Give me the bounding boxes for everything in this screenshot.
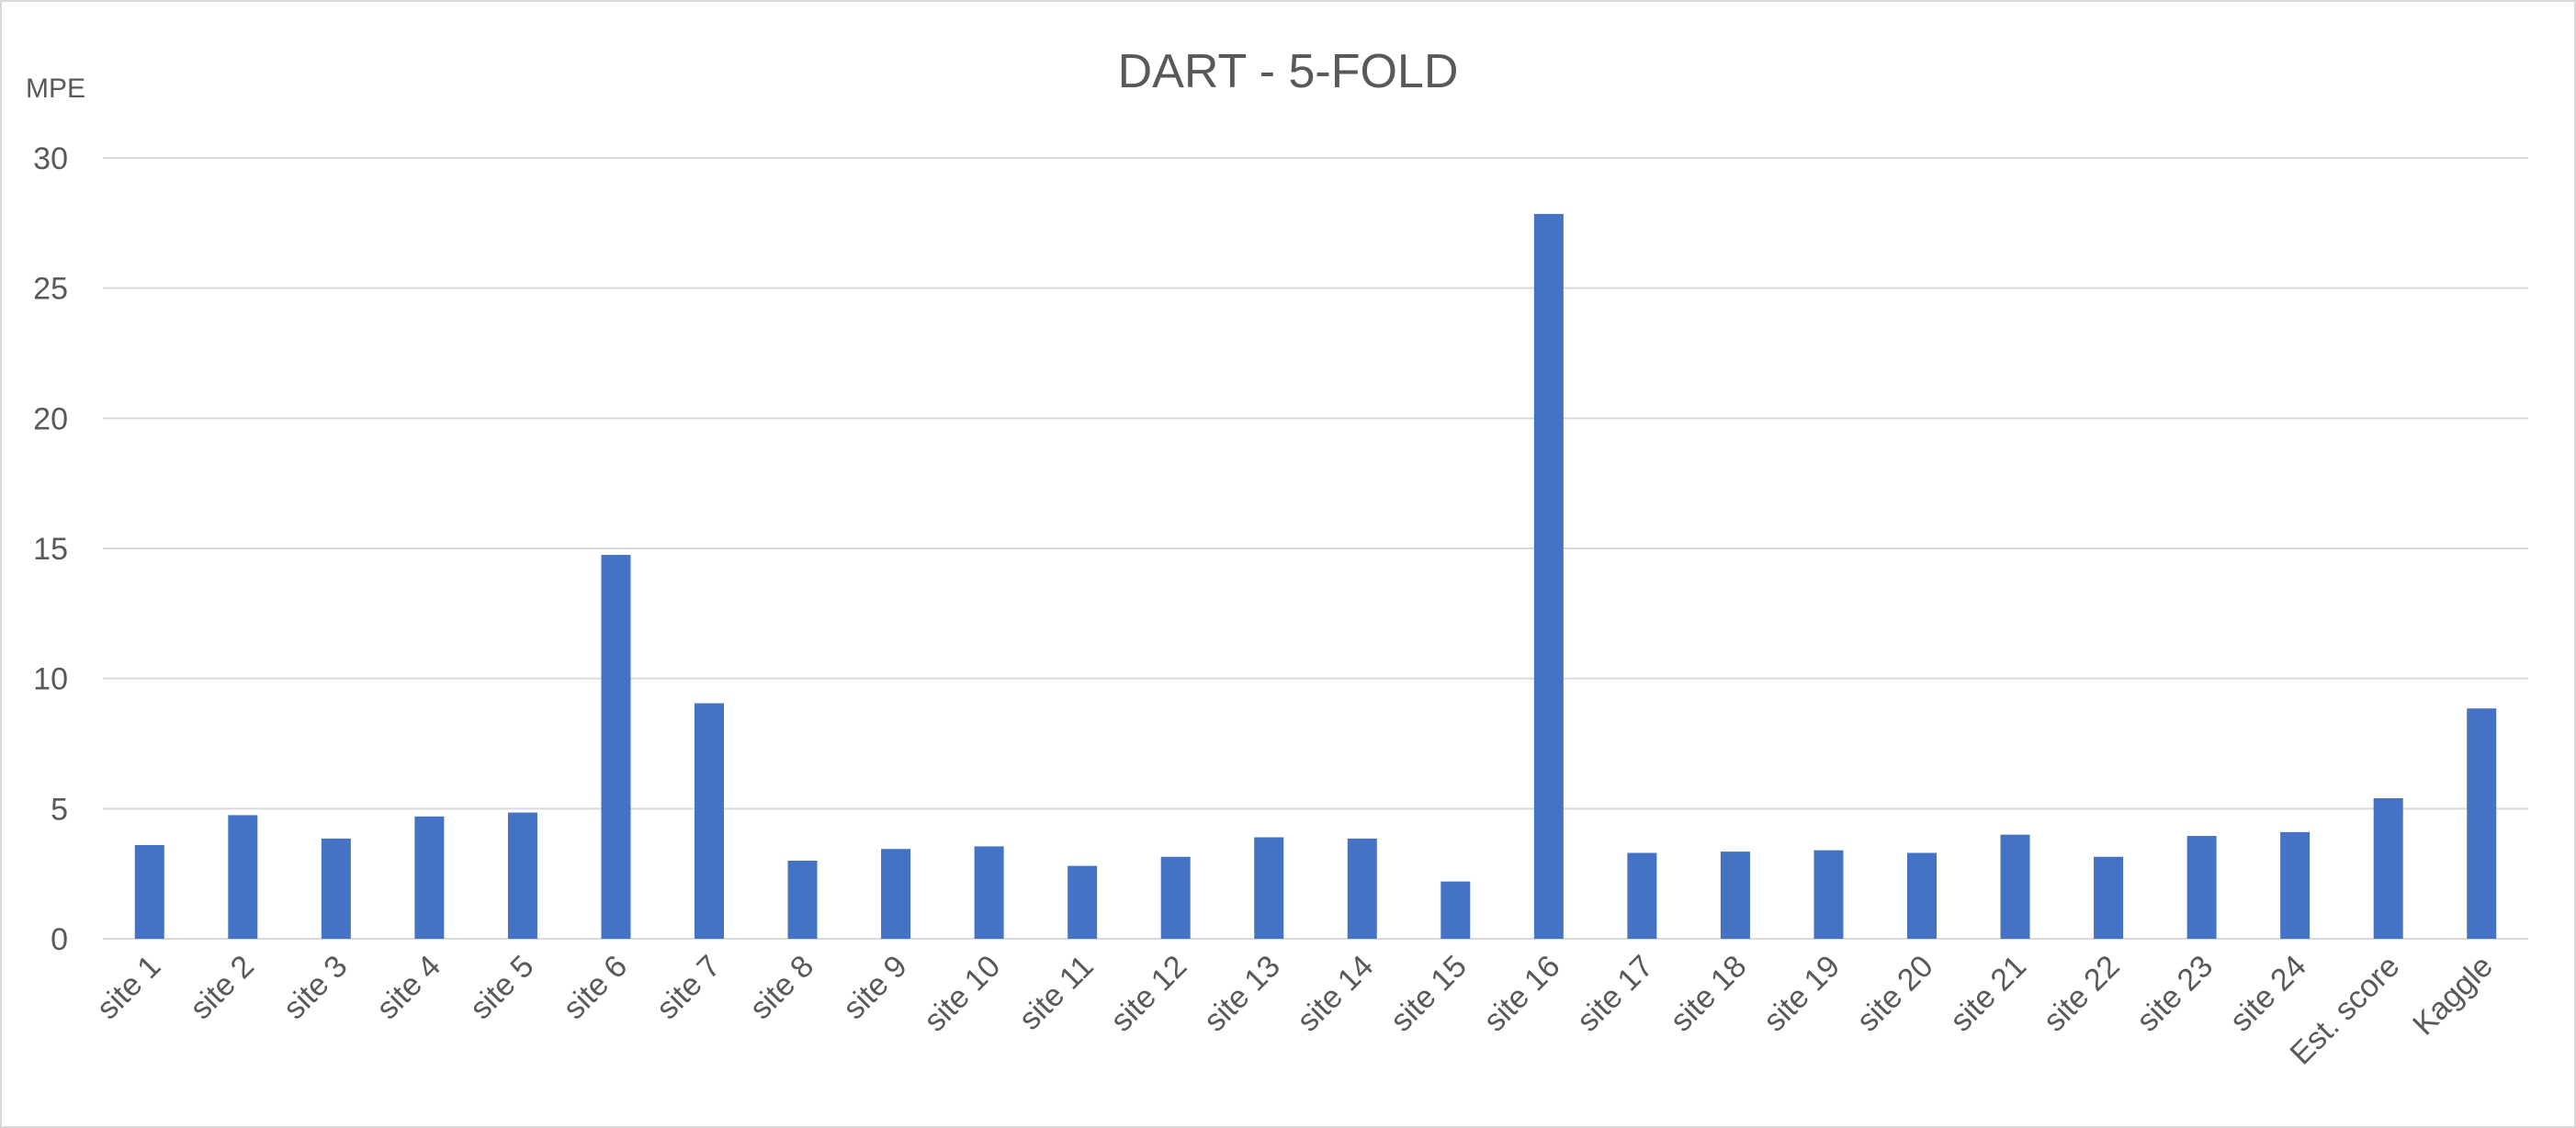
bar: [1533, 213, 1564, 939]
bar: [2280, 831, 2310, 939]
bar: [228, 815, 258, 939]
y-tick-label: 5: [51, 792, 68, 827]
x-tick-labels: site 1 site 2 site 3 site 4 site 5 site 6 site…: [90, 949, 2500, 1072]
x-tick-label: site 17: [1570, 949, 1660, 1039]
x-tick-label: site 3: [277, 949, 354, 1026]
bar: [881, 849, 911, 939]
x-tick-label: site 10: [918, 949, 1008, 1039]
x-tick-label: site 15: [1384, 949, 1474, 1039]
bar: [2373, 798, 2403, 939]
bar: [321, 838, 351, 939]
y-tick-label: 25: [33, 272, 68, 307]
y-axis-label: MPE: [26, 73, 85, 104]
bar: [2000, 834, 2030, 939]
y-tick-labels: 0 5 10 15 20 25 30: [33, 141, 68, 957]
bars: [134, 213, 2497, 939]
x-tick-label: site 1: [90, 949, 167, 1026]
bar: [1441, 881, 1471, 939]
x-tick-label: site 6: [557, 949, 634, 1026]
bar: [1068, 865, 1098, 939]
x-tick-label: site 4: [370, 949, 447, 1026]
bar: [1720, 852, 1750, 939]
y-tick-label: 0: [51, 922, 68, 957]
bar: [134, 845, 164, 939]
y-tick-label: 30: [33, 141, 68, 176]
bar: [507, 812, 537, 939]
x-tick-label: site 21: [1943, 949, 2033, 1039]
bar: [1813, 850, 1844, 939]
gridlines: [103, 157, 2528, 940]
y-tick-label: 20: [33, 401, 68, 436]
x-tick-label: site 2: [184, 949, 261, 1026]
x-tick-label: site 8: [743, 949, 820, 1026]
x-tick-label: site 20: [1850, 949, 1940, 1039]
x-tick-label: site 13: [1197, 949, 1287, 1039]
y-tick-label: 15: [33, 532, 68, 567]
x-tick-label: site 5: [463, 949, 540, 1026]
bar: [1627, 852, 1657, 939]
bar: [695, 703, 724, 939]
x-tick-label: site 23: [2130, 949, 2220, 1039]
x-tick-label: site 7: [650, 949, 727, 1026]
x-tick-label: site 9: [836, 949, 913, 1026]
bar: [974, 846, 1004, 939]
x-tick-label: Kaggle: [2406, 949, 2500, 1043]
x-tick-label: site 24: [2223, 949, 2313, 1039]
x-tick-label: site 18: [1664, 949, 1754, 1039]
x-tick-label: site 14: [1291, 949, 1381, 1039]
bar: [414, 816, 445, 939]
bar: [2186, 836, 2217, 939]
y-tick-label: 10: [33, 662, 68, 697]
bar: [1160, 856, 1191, 939]
bar: [2467, 708, 2497, 939]
chart-title: DART - 5-FOLD: [1118, 45, 1459, 98]
bar: [2094, 856, 2124, 939]
x-tick-label: site 16: [1477, 949, 1567, 1039]
bar: [1347, 838, 1377, 939]
bar: [787, 861, 818, 939]
bar: [1254, 837, 1284, 939]
x-tick-label: site 19: [1757, 949, 1847, 1039]
x-tick-label: site 11: [1012, 949, 1101, 1037]
bar: [1907, 852, 1937, 939]
x-tick-label: site 12: [1104, 949, 1194, 1039]
bar: [601, 555, 631, 939]
x-tick-label: site 22: [2037, 949, 2127, 1039]
